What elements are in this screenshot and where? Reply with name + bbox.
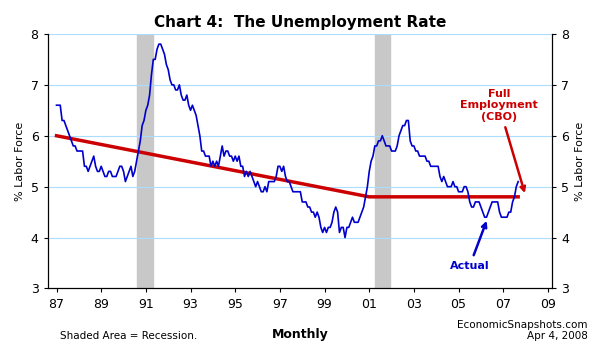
Title: Chart 4:  The Unemployment Rate: Chart 4: The Unemployment Rate: [154, 15, 446, 30]
Text: Monthly: Monthly: [272, 328, 328, 341]
Y-axis label: % Labor Force: % Labor Force: [575, 121, 585, 201]
Text: Full
Employment
(CBO): Full Employment (CBO): [460, 89, 538, 190]
Bar: [375, 34, 390, 288]
Text: EconomicSnapshots.com
Apr 4, 2008: EconomicSnapshots.com Apr 4, 2008: [458, 320, 588, 341]
Bar: [137, 34, 154, 288]
Y-axis label: % Labor Force: % Labor Force: [15, 121, 25, 201]
Text: Shaded Area = Recession.: Shaded Area = Recession.: [60, 331, 197, 341]
Text: Actual: Actual: [450, 223, 490, 271]
